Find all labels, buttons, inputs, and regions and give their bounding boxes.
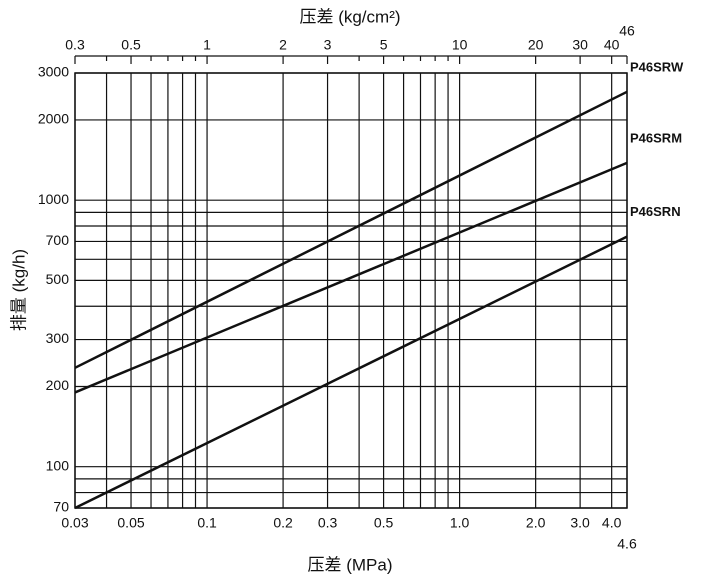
top-tick-label: 0.5 — [121, 37, 141, 53]
top-tick-label: 2 — [279, 37, 287, 53]
y-tick-label: 700 — [46, 232, 70, 248]
top-tick-label: 20 — [528, 37, 544, 53]
top-tick-label: 46 — [619, 23, 635, 39]
top-tick-label: 10 — [452, 37, 468, 53]
series-line — [74, 161, 628, 394]
series-label: P46SRM — [630, 130, 682, 145]
y-tick-label: 200 — [46, 377, 70, 393]
x-tick-label: 4.6 — [617, 536, 637, 552]
x-tick-label: 4.0 — [602, 515, 622, 531]
x-tick-label: 1.0 — [450, 515, 470, 531]
y-tick-label: 100 — [46, 457, 70, 473]
y-tick-label: 300 — [46, 330, 70, 346]
x-tick-label: 0.3 — [318, 515, 338, 531]
series-label: P46SRW — [630, 59, 684, 74]
series-line — [74, 90, 628, 369]
top-tick-label: 3 — [324, 37, 332, 53]
x-tick-label: 0.03 — [61, 515, 88, 531]
y-tick-label: 3000 — [38, 64, 69, 80]
top-tick-label: 30 — [572, 37, 588, 53]
y-tick-label: 2000 — [38, 111, 69, 127]
y-tick-label: 500 — [46, 271, 70, 287]
x-axis-title: 压差 (MPa) — [308, 555, 393, 574]
x-tick-label: 0.05 — [117, 515, 144, 531]
top-tick-label: 0.3 — [65, 37, 85, 53]
y-tick-label: 1000 — [38, 191, 69, 207]
series-label: P46SRN — [630, 204, 681, 219]
series-line — [74, 235, 628, 510]
x-tick-label: 3.0 — [570, 515, 590, 531]
top-tick-label: 40 — [604, 37, 620, 53]
x-tick-label: 0.1 — [197, 515, 217, 531]
plot-frame — [74, 72, 628, 509]
x-tick-label: 0.5 — [374, 515, 394, 531]
y-tick-label: 70 — [53, 499, 69, 515]
top-tick-label: 5 — [380, 37, 388, 53]
y-axis-title: 排量 (kg/h) — [9, 249, 28, 331]
top-axis-title: 压差 (kg/cm²) — [299, 7, 400, 26]
top-tick-label: 1 — [203, 37, 211, 53]
x-tick-label: 0.2 — [273, 515, 293, 531]
x-tick-label: 2.0 — [526, 515, 546, 531]
